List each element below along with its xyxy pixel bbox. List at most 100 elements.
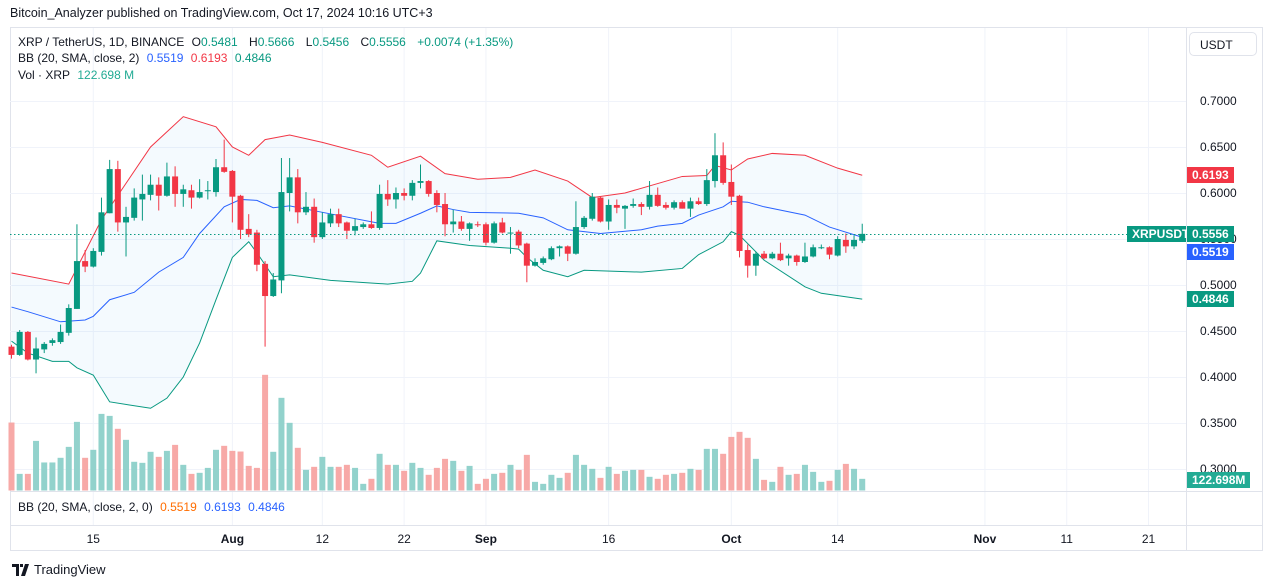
candle-body	[556, 246, 563, 249]
candle	[65, 304, 72, 336]
symbol-legend: XRP / TetherUS, 1D, BINANCE O0.5481 H0.5…	[18, 34, 517, 50]
bb-pane-lower: 0.4846	[248, 500, 285, 514]
candle-body	[834, 239, 841, 256]
candle-body	[761, 253, 768, 259]
volume-bar	[352, 467, 359, 491]
volume-bar	[302, 469, 309, 491]
candle	[859, 223, 866, 244]
candle-body	[262, 263, 269, 297]
candle-body	[499, 222, 506, 233]
candle-body	[777, 253, 784, 261]
candle-body	[646, 194, 653, 207]
volume-bar	[253, 467, 260, 491]
candle-body	[859, 233, 866, 241]
candle-body	[474, 224, 481, 226]
candle	[401, 188, 408, 201]
candle-body	[687, 201, 694, 209]
bb-basis-value: 0.5519	[146, 51, 184, 65]
volume-bar	[515, 469, 522, 491]
candle-body	[401, 193, 408, 196]
volume-bar	[695, 469, 702, 491]
open-label: O	[191, 35, 201, 49]
volume-bar	[196, 472, 203, 491]
candle-body	[589, 196, 596, 219]
volume-bar	[139, 462, 146, 491]
candle-body	[851, 239, 858, 247]
price-tick: 0.6000	[1200, 186, 1237, 200]
candle-body	[73, 261, 80, 309]
candle-body	[319, 222, 326, 238]
price-tick: 0.7000	[1200, 94, 1237, 108]
volume-bar	[49, 462, 56, 491]
bb-pane-label: BB (20, SMA, close, 2, 0)	[18, 500, 153, 514]
candle-body	[433, 193, 440, 205]
volume-bar	[384, 464, 391, 491]
candle-body	[458, 221, 465, 229]
candle	[761, 250, 768, 260]
candle-body	[163, 176, 170, 196]
bb-pane-legend[interactable]: BB (20, SMA, close, 2, 0) 0.5519 0.6193 …	[18, 499, 289, 515]
candle-body	[270, 279, 277, 297]
candle-body	[278, 192, 285, 281]
candle-body	[24, 331, 31, 360]
candle-body	[253, 232, 260, 265]
candle-body	[466, 223, 473, 229]
bb-legend[interactable]: BB (20, SMA, close, 2) 0.5519 0.6193 0.4…	[18, 50, 276, 66]
volume-bar	[131, 461, 138, 491]
candle-body	[711, 155, 718, 182]
candle	[204, 181, 211, 200]
close-value: 0.5556	[369, 35, 406, 49]
candle-body	[409, 182, 416, 196]
candle	[245, 214, 252, 238]
candle-body	[131, 197, 138, 218]
time-tick: Aug	[220, 532, 245, 546]
candle-body	[679, 202, 686, 209]
candle	[41, 342, 48, 354]
candle-body	[662, 204, 669, 208]
bb-lower-line	[11, 231, 863, 409]
candle	[335, 208, 342, 228]
candle	[801, 242, 808, 263]
volume-bar	[801, 464, 808, 491]
volume-bar	[842, 463, 849, 491]
volume-bar	[33, 440, 40, 491]
volume-bar	[319, 456, 326, 491]
candle-body	[360, 224, 367, 228]
tradingview-logo[interactable]: TradingView	[12, 562, 106, 577]
candle	[752, 251, 759, 276]
price-tick: 0.3500	[1200, 416, 1237, 430]
volume-bar	[818, 481, 825, 491]
candle-body	[180, 189, 187, 194]
volume-bar	[278, 397, 285, 491]
candle	[229, 170, 236, 223]
candle	[720, 142, 727, 185]
volume-bar	[474, 483, 481, 491]
candle-body	[671, 202, 678, 208]
candle-body	[392, 193, 399, 200]
symbol-title[interactable]: XRP / TetherUS, 1D, BINANCE	[18, 35, 185, 49]
candle-body	[564, 246, 571, 254]
candle	[24, 331, 31, 361]
time-tick: Sep	[474, 532, 497, 546]
volume-bar	[662, 474, 669, 491]
candle	[679, 200, 686, 209]
currency-button[interactable]: USDT	[1189, 32, 1257, 56]
volume-bar	[417, 467, 424, 491]
bb-lower-value: 0.4846	[234, 51, 272, 65]
volume-bar	[711, 448, 718, 491]
candle	[548, 246, 555, 261]
candle-body	[793, 255, 800, 262]
candle	[613, 199, 620, 214]
candle-body	[842, 239, 849, 247]
volume-legend[interactable]: Vol · XRP 122.698 M	[18, 67, 138, 83]
volume-bar	[777, 466, 784, 491]
volume-bar	[769, 481, 776, 491]
volume-label: Vol · XRP	[18, 68, 71, 82]
candle-body	[229, 170, 236, 197]
volume-badge: 122.698M	[1187, 472, 1251, 488]
volume-bar	[286, 422, 293, 491]
candle-body	[8, 346, 15, 355]
candle-body	[597, 197, 604, 222]
candle	[327, 208, 334, 228]
